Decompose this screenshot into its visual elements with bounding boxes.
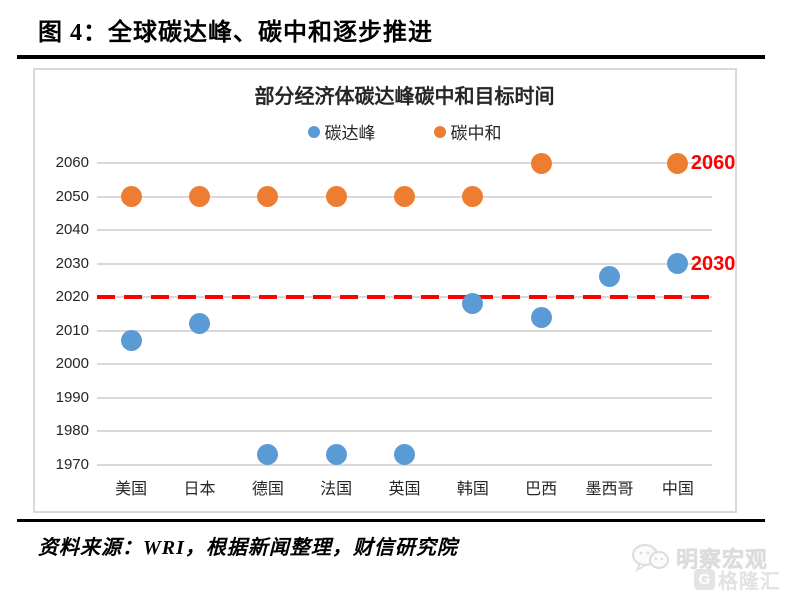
source-note: 资料来源：WRI，根据新闻整理，财信研究院 — [38, 537, 458, 559]
legend-label-carbon-neutral: 碳中和 — [450, 124, 502, 143]
gridline — [97, 363, 712, 365]
y-tick-label: 1990 — [55, 388, 89, 406]
y-tick-label: 1970 — [55, 455, 89, 473]
annotation-label: 2030 — [690, 252, 736, 275]
gridline — [97, 329, 712, 332]
data-point — [394, 186, 415, 207]
wechat-icon — [630, 543, 670, 573]
y-tick-label: 2010 — [55, 321, 89, 339]
data-point — [189, 186, 210, 207]
legend-dot-peak-icon — [307, 125, 320, 138]
gridline — [97, 162, 712, 164]
figure-title: 图 4：全球碳达峰、碳中和逐步推进 — [38, 20, 433, 46]
chart-card: 部分经济体碳达峰碳中和目标时间 碳达峰 碳中和 1970 1980 1990 2000… — [33, 68, 737, 513]
watermark: 明察宏观 G 格隆汇 — [630, 536, 781, 594]
data-point — [530, 152, 552, 174]
chart-legend: 碳达峰 碳中和 — [97, 119, 712, 144]
data-point — [325, 186, 347, 207]
data-point — [120, 186, 142, 207]
legend-item-carbon-neutral: 碳中和 — [433, 119, 502, 144]
data-point — [257, 186, 279, 207]
top-divider — [17, 55, 765, 59]
y-tick-label: 2050 — [55, 187, 89, 205]
plot-area: 1970 1980 1990 2000 2010 2020 2030 2040 2050 2060… — [35, 70, 736, 511]
x-tick-label: 韩国 — [456, 481, 489, 498]
data-point — [530, 306, 552, 328]
legend-item-carbon-peak: 碳达峰 — [307, 119, 376, 144]
watermark-account-row: 明察宏观 — [630, 542, 768, 574]
watermark-platform-row: G 格隆汇 — [694, 565, 781, 594]
y-tick-label: 2030 — [55, 254, 89, 272]
x-tick-label: 巴西 — [525, 481, 558, 498]
x-tick-label: 德国 — [251, 481, 284, 498]
data-point — [667, 253, 689, 274]
gridline — [97, 396, 712, 399]
chart-title: 部分经济体碳达峰碳中和目标时间 — [254, 86, 555, 108]
gridline — [97, 229, 712, 231]
data-point — [120, 330, 142, 352]
data-point — [189, 313, 210, 335]
x-tick-label: 中国 — [661, 481, 694, 498]
y-tick-label: 1980 — [55, 422, 89, 439]
bottom-divider — [17, 519, 765, 522]
data-point — [462, 293, 484, 315]
x-tick-label: 日本 — [183, 481, 216, 498]
x-tick-label: 法国 — [320, 481, 353, 498]
gelonghui-logo-icon: G — [694, 569, 715, 590]
data-point — [257, 443, 279, 465]
annotation-label: 2060 — [690, 152, 736, 174]
y-tick-label: 2060 — [55, 154, 89, 171]
y-tick-label: 2020 — [55, 288, 89, 305]
y-tick-label: 2040 — [55, 221, 89, 238]
x-tick-label: 墨西哥 — [585, 481, 634, 498]
x-tick-label: 英国 — [388, 481, 421, 498]
data-point — [325, 443, 347, 465]
x-tick-label: 美国 — [115, 481, 148, 498]
gridline — [97, 262, 712, 265]
y-tick-label: 2000 — [55, 355, 89, 372]
gridline — [97, 430, 712, 432]
legend-dot-neutral-icon — [433, 125, 446, 138]
legend-label-carbon-peak: 碳达峰 — [324, 124, 376, 143]
gelonghui-logo-text: 格隆汇 — [718, 571, 781, 593]
reference-line-2020 — [97, 295, 712, 299]
data-point — [599, 266, 620, 288]
data-point — [462, 186, 484, 207]
data-point — [667, 152, 689, 174]
data-point — [394, 443, 415, 465]
watermark-account-name: 明察宏观 — [676, 547, 769, 572]
